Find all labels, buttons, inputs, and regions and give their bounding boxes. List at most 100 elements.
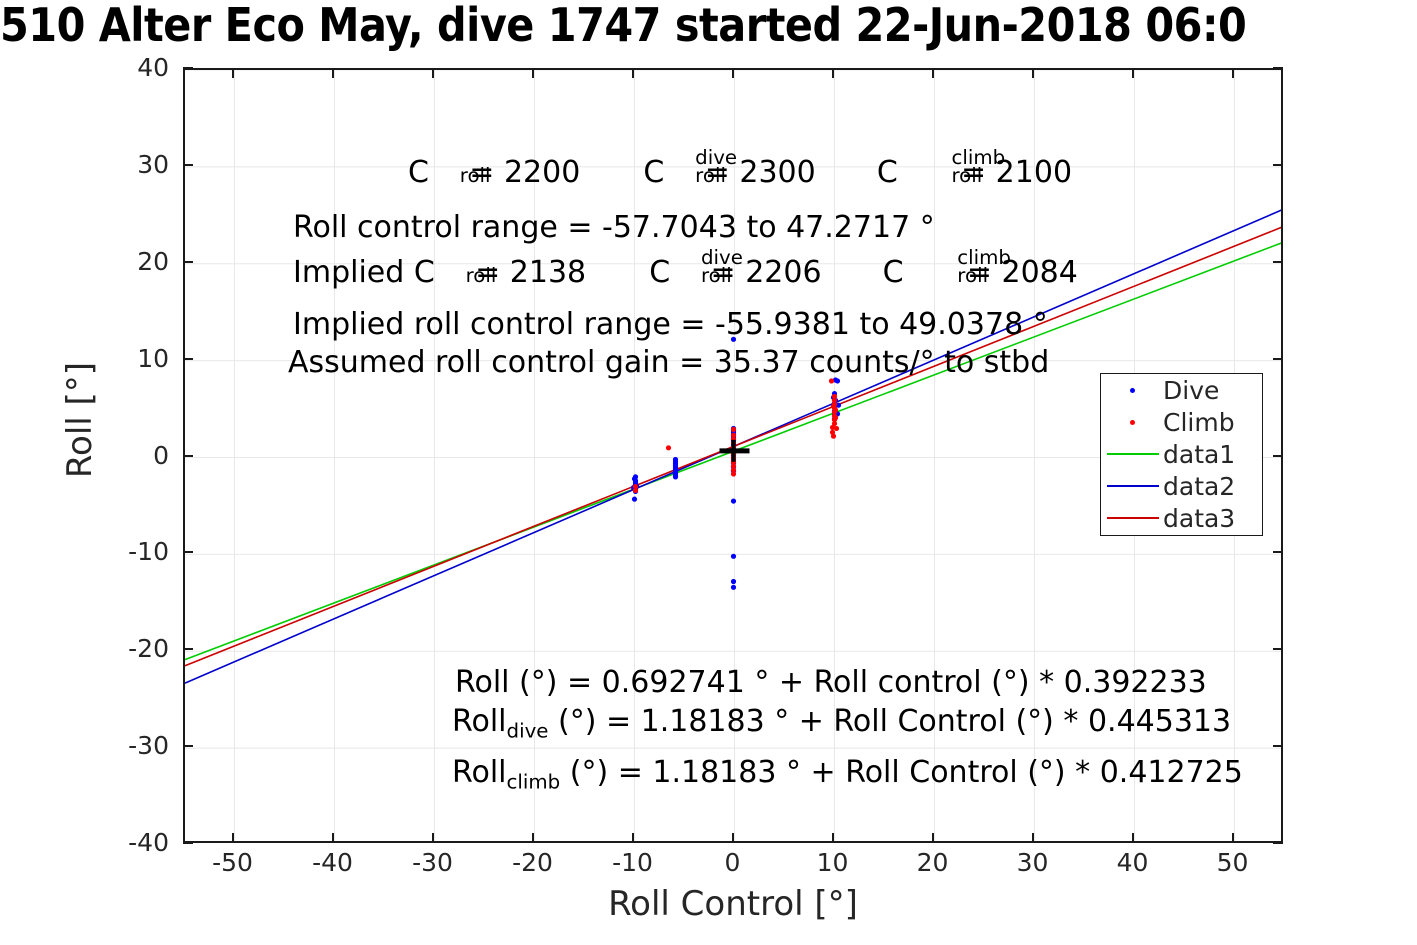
data-point-climb [730,432,737,438]
data-point-dive [730,553,737,559]
x-tick-label: 20 [916,848,949,877]
implied-c-roll-value: = 2138 [465,255,587,290]
equation-roll-climb: Rollclimb (°) = 1.18183 ° + Roll Control… [452,755,1243,794]
chart-title: 510 Alter Eco May, dive 1747 started 22-… [0,0,1247,52]
x-tick [831,833,834,843]
legend-swatch [1130,420,1135,425]
legend-label: Climb [1163,407,1235,437]
implied-c-roll-symbol: Crollroll [413,255,497,290]
x-tick-label: -30 [412,848,453,877]
x-axis-title: Roll Control [°] [608,884,858,924]
y-tick-label: -40 [128,828,169,857]
x-tick [331,833,334,843]
y-tick [183,454,193,457]
y-tick [183,648,193,651]
y-tick-right [1273,67,1283,69]
annotation-implied-range: Implied roll control range = -55.9381 to… [293,307,1048,342]
legend-line-icon [1101,438,1163,470]
legend-marker-icon [1101,406,1163,438]
legend-item-data3[interactable]: data3 [1101,502,1262,534]
x-tick-top [1131,68,1134,78]
x-tick-top [231,68,234,78]
y-tick [183,551,193,554]
x-tick-top [1031,68,1034,78]
data-point-climb [632,487,639,494]
y-tick [183,260,193,263]
c-roll-dive-symbol: Crolldiveroll [643,145,738,190]
y-tick-label: 0 [153,440,169,470]
x-tick [1031,833,1034,843]
legend[interactable]: Dive Climb data1 data2 data3 [1100,373,1263,536]
equation-roll: Roll (°) = 0.692741 ° + Roll control (°)… [455,665,1207,700]
y-tick-right [1273,454,1283,457]
legend-label: Dive [1163,375,1220,405]
data-point-dive [631,476,638,482]
y-tick-label: -30 [128,731,169,761]
x-tick-top [331,68,334,78]
c-roll-dive-value: = 2300 [695,155,816,190]
x-tick [431,833,434,843]
data-point-climb [830,433,837,439]
data-point-dive [672,458,679,464]
x-tick-label: -10 [612,848,653,877]
y-tick-right [1273,551,1283,554]
x-tick-top [431,68,434,78]
y-tick-right [1273,357,1283,360]
annotation-line-1: Crollroll = 2200 Crolldiveroll = 2300 Cr… [408,145,1072,190]
legend-label: data3 [1163,503,1236,533]
data-point-dive [835,402,842,408]
annotation-assumed-gain: Assumed roll control gain = 35.37 counts… [288,345,1050,380]
x-tick-label: -20 [512,848,553,877]
y-tick [183,67,193,69]
data-point-dive [834,378,841,384]
x-tick-top [731,68,734,78]
data-point-dive [730,336,737,342]
legend-label: data1 [1163,439,1236,469]
legend-swatch [1107,517,1159,519]
y-tick-label: 30 [137,149,169,179]
y-tick [183,357,193,360]
c-roll-climb-symbol: Crollclimbclimb [876,145,1006,190]
legend-item-data2[interactable]: data2 [1101,470,1262,502]
data-point-dive [730,584,737,590]
data-point-climb [831,420,838,427]
x-tick [1131,833,1134,843]
data-point-climb [831,393,838,400]
data-point-climb [730,471,737,477]
implied-c-roll-climb-value: = 2084 [957,255,1078,290]
data-point-dive [672,474,679,480]
y-tick-right [1273,163,1283,166]
data-point-climb [730,467,737,473]
data-point-climb [730,426,737,433]
data-point-dive [672,470,679,476]
y-tick [183,163,193,166]
implied-c-roll-climb-symbol: Crollclimbclimb [882,245,1011,290]
x-tick-top [931,68,934,78]
implied-c-roll-dive-value: = 2206 [700,255,822,290]
legend-item-data1[interactable]: data1 [1101,438,1262,470]
x-tick-top [631,68,634,78]
legend-item-dive[interactable]: Dive [1101,374,1262,406]
x-tick-label: 10 [816,848,849,877]
y-tick-right [1273,745,1283,748]
data-point-dive [631,496,638,502]
x-tick [531,833,534,843]
y-tick [183,842,193,844]
c-roll-value: = 2200 [459,155,581,190]
y-tick-label: -20 [128,634,169,664]
legend-line-icon [1101,502,1163,534]
x-tick-label: 0 [724,848,741,877]
data-point-climb [828,378,835,384]
x-tick-top [531,68,534,78]
legend-item-climb[interactable]: Climb [1101,406,1262,438]
legend-label: data2 [1163,471,1236,501]
data-point-climb [832,415,839,421]
x-tick-label: 40 [1116,848,1149,877]
legend-swatch [1130,388,1135,393]
x-tick-label: -40 [312,848,353,877]
data-point-dive [730,498,737,504]
x-tick-label: -50 [212,848,253,877]
legend-marker-icon [1101,374,1163,406]
y-axis-title: Roll [°] [60,361,100,479]
